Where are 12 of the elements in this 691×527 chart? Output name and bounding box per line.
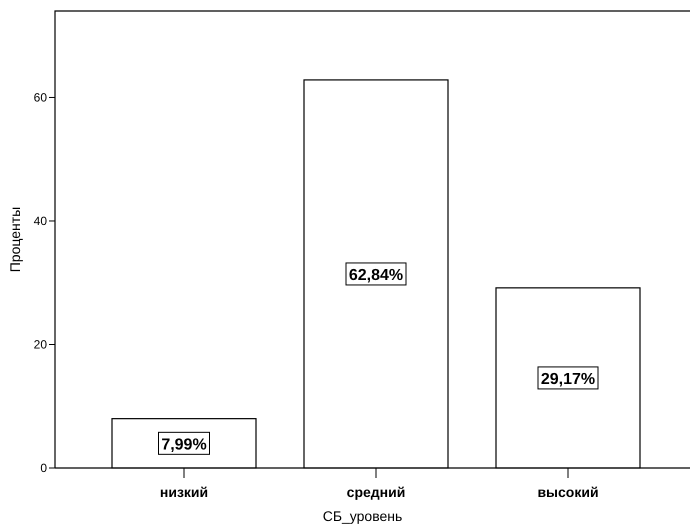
data-label: 29,17% <box>540 370 596 388</box>
y-tick-label: 20 <box>34 337 48 352</box>
x-axis-title: СБ_уровень <box>322 508 402 524</box>
y-tick-label: 60 <box>34 90 48 104</box>
data-label: 7,99% <box>161 436 207 454</box>
y-tick-label: 0 <box>40 461 48 475</box>
x-tick-label: низкий <box>160 484 208 500</box>
x-tick-label: высокий <box>537 484 599 500</box>
y-axis-title: Проценты <box>7 206 23 272</box>
y-tick-label: 40 <box>34 214 48 228</box>
data-label: 62,84% <box>348 266 404 284</box>
x-tick-label: средний <box>346 484 406 500</box>
